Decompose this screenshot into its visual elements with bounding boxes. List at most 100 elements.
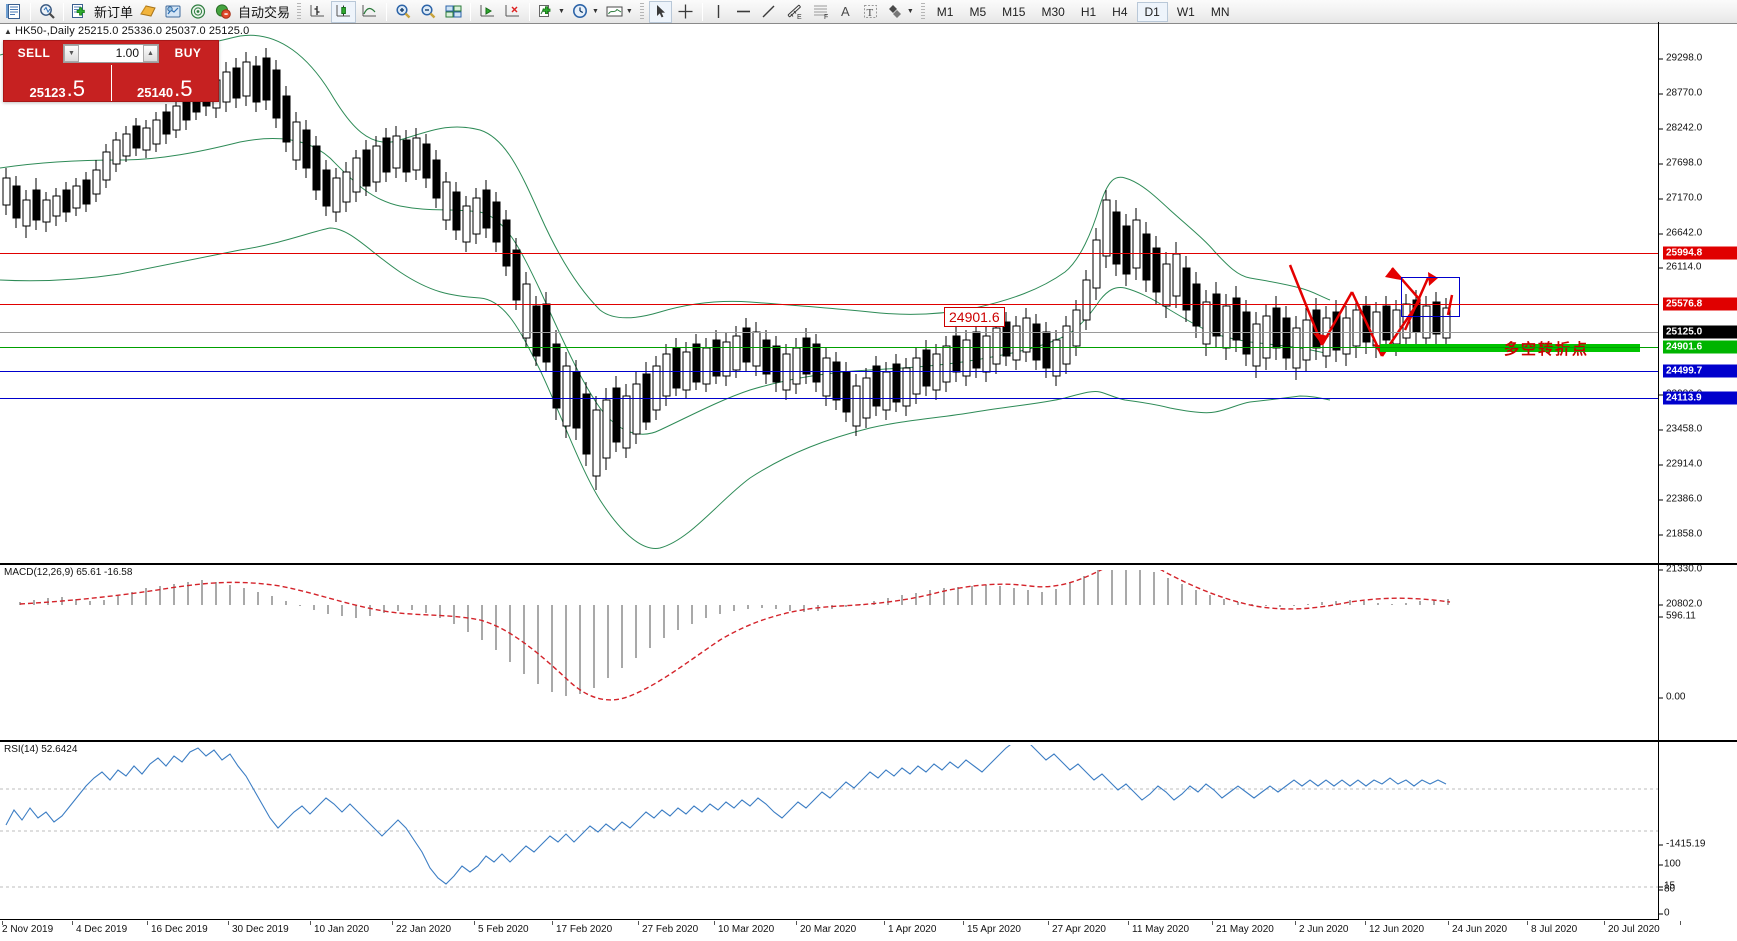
timeframe-m15[interactable]: M15 bbox=[1002, 4, 1026, 19]
rsi-tick: 0 bbox=[1659, 908, 1737, 919]
text-label-icon[interactable]: T bbox=[860, 1, 882, 23]
equidistant-channel-icon[interactable]: E bbox=[782, 1, 807, 23]
date-tick bbox=[72, 921, 73, 925]
sell-price-integer: 25123 bbox=[29, 85, 66, 100]
timeframe-h1[interactable]: H1 bbox=[1080, 4, 1097, 19]
timeframe-m30[interactable]: M30 bbox=[1041, 4, 1065, 19]
pane-separator-macd[interactable] bbox=[0, 563, 1737, 565]
line-chart-icon[interactable] bbox=[358, 1, 381, 23]
collapse-triangle-icon[interactable]: ▲ bbox=[4, 27, 13, 36]
templates-icon[interactable] bbox=[137, 1, 160, 23]
timeframe-h4[interactable]: H4 bbox=[1112, 4, 1128, 19]
auto-trading-label[interactable]: 自动交易 bbox=[238, 5, 291, 20]
selection-rectangle[interactable] bbox=[1401, 277, 1460, 317]
auto-trading-icon[interactable] bbox=[212, 1, 235, 23]
crosshair-icon[interactable] bbox=[674, 1, 697, 23]
support-line-24499[interactable] bbox=[0, 371, 1659, 372]
price-label-current[interactable]: 25125.0 bbox=[1663, 325, 1737, 339]
resistance-line-25994[interactable] bbox=[0, 253, 1659, 254]
price-tick: 29298.0 bbox=[1659, 53, 1702, 64]
chart-shift-icon[interactable] bbox=[476, 1, 499, 23]
zoom-out-icon[interactable] bbox=[417, 1, 440, 23]
main-toolbar: 新订单 自动交易 bbox=[0, 0, 1737, 24]
pane-separator-rsi[interactable] bbox=[0, 740, 1737, 742]
volume-decrement-button[interactable]: ▼ bbox=[64, 44, 79, 62]
vertical-line-icon[interactable] bbox=[708, 1, 730, 23]
buy-label[interactable]: BUY bbox=[174, 46, 202, 60]
timeframe-w1[interactable]: W1 bbox=[1176, 4, 1195, 19]
chevron-down-icon[interactable]: ▼ bbox=[906, 8, 914, 15]
date-axis[interactable]: 2 Nov 2019 4 Dec 2019 16 Dec 2019 30 Dec… bbox=[0, 921, 1737, 941]
price-label-support-2[interactable]: 24113.9 bbox=[1663, 391, 1737, 405]
period-icon[interactable]: ▼ bbox=[569, 1, 601, 23]
price-label-support-1[interactable]: 24499.7 bbox=[1663, 364, 1737, 378]
rsi-tick: 80 bbox=[1659, 884, 1675, 895]
price-tick: 21858.0 bbox=[1659, 529, 1702, 540]
toolbar-grip[interactable] bbox=[297, 2, 302, 21]
resistance-line-25576[interactable] bbox=[0, 304, 1659, 305]
support-line-24113[interactable] bbox=[0, 398, 1659, 399]
sell-label[interactable]: SELL bbox=[17, 46, 51, 60]
date-label: 8 Jul 2020 bbox=[1531, 924, 1578, 935]
macd-indicator-label[interactable]: MACD(12,26,9) 65.61 -16.58 bbox=[4, 567, 133, 578]
date-label: 20 Mar 2020 bbox=[800, 924, 857, 935]
date-tick bbox=[1212, 921, 1213, 925]
price-label-pivot[interactable]: 24901.6 bbox=[1663, 340, 1737, 354]
pivot-line-24901[interactable] bbox=[0, 347, 1659, 348]
chevron-down-icon[interactable]: ▼ bbox=[558, 8, 565, 15]
auto-scroll-icon[interactable] bbox=[501, 1, 524, 23]
templates-dropdown-icon[interactable]: ▼ bbox=[603, 1, 635, 23]
price-tick: 26642.0 bbox=[1659, 228, 1702, 239]
cursor-icon[interactable] bbox=[648, 0, 672, 23]
horizontal-line-icon[interactable] bbox=[732, 1, 755, 23]
timeframe-m5[interactable]: M5 bbox=[969, 4, 987, 19]
rsi-tick: 15 bbox=[1659, 881, 1737, 892]
date-label: 27 Feb 2020 bbox=[642, 924, 699, 935]
chevron-down-icon[interactable]: ▼ bbox=[591, 8, 599, 15]
indicators-icon[interactable]: ▼ bbox=[535, 1, 567, 23]
fibonacci-icon[interactable]: F bbox=[809, 1, 834, 23]
terminal-icon[interactable] bbox=[3, 1, 25, 23]
buy-button[interactable]: 25140.5 bbox=[110, 65, 219, 101]
svg-text:T: T bbox=[867, 7, 874, 19]
market-watch-icon[interactable] bbox=[36, 1, 58, 23]
date-tick bbox=[963, 921, 964, 925]
shapes-icon[interactable]: ▼ bbox=[884, 1, 916, 23]
price-axis[interactable]: 29298.0 28770.0 28242.0 27698.0 27170.0 … bbox=[1659, 22, 1737, 937]
zoom-in-icon[interactable] bbox=[392, 1, 415, 23]
volume-value[interactable]: 1.00 bbox=[115, 46, 139, 60]
price-label-resistance-2[interactable]: 25576.8 bbox=[1663, 297, 1737, 311]
candlestick-icon[interactable] bbox=[331, 0, 357, 23]
trendline-icon[interactable] bbox=[757, 1, 780, 23]
rsi-indicator-label[interactable]: RSI(14) 52.6424 bbox=[4, 744, 78, 755]
chevron-down-icon[interactable]: ▼ bbox=[625, 8, 633, 15]
volume-stepper[interactable]: ▼ 1.00 ▲ bbox=[63, 43, 159, 63]
timeframe-d1[interactable]: D1 bbox=[1136, 1, 1168, 22]
date-label: 17 Feb 2020 bbox=[556, 924, 613, 935]
support-zone-band[interactable] bbox=[1380, 344, 1640, 352]
price-callout-label[interactable]: 24901.6 bbox=[944, 307, 1005, 327]
rsi-tick: 100 bbox=[1659, 859, 1681, 870]
volume-increment-button[interactable]: ▲ bbox=[143, 44, 158, 62]
price-label-resistance-1[interactable]: 25994.8 bbox=[1663, 246, 1737, 260]
bar-chart-icon[interactable] bbox=[306, 1, 329, 23]
charts-icon[interactable] bbox=[162, 1, 185, 23]
one-click-trading-panel[interactable]: SELL ▼ 1.00 ▲ BUY 25123.5 25140.5 bbox=[3, 40, 219, 102]
new-order-icon[interactable] bbox=[69, 1, 91, 23]
toolbar-grip[interactable] bbox=[920, 2, 925, 21]
timeframe-mn[interactable]: MN bbox=[1210, 4, 1230, 19]
date-label: 21 May 2020 bbox=[1216, 924, 1274, 935]
tile-windows-icon[interactable] bbox=[442, 1, 465, 23]
new-order-label[interactable]: 新订单 bbox=[94, 5, 134, 20]
timeframe-m1[interactable]: M1 bbox=[936, 4, 954, 19]
one-click-trading-controls: SELL ▼ 1.00 ▲ BUY bbox=[4, 41, 218, 65]
sell-button[interactable]: 25123.5 bbox=[4, 65, 111, 101]
price-tick: 20802.0 bbox=[1659, 599, 1702, 610]
signals-icon[interactable] bbox=[187, 1, 210, 23]
chinese-annotation-label[interactable]: 多空转折点 bbox=[1504, 341, 1590, 358]
date-tick bbox=[1680, 921, 1681, 925]
text-icon[interactable]: A bbox=[836, 1, 858, 23]
toolbar-grip[interactable] bbox=[639, 2, 644, 21]
macd-series bbox=[19, 570, 1451, 701]
